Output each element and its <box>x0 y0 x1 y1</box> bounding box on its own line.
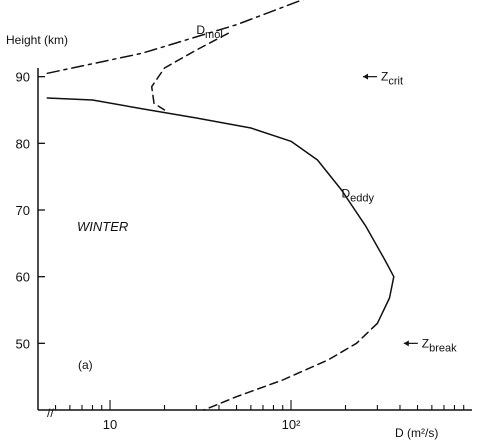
y-tick-label-70: 70 <box>16 203 30 218</box>
y-tick-label-90: 90 <box>16 70 30 85</box>
y-tick-label-80: 80 <box>16 136 30 151</box>
chart-annotations: Dmol Deddy Zcrit Zbreak <box>196 23 457 354</box>
series-deddy-extension <box>203 322 379 411</box>
x-axis-ticks: 10 10² <box>54 400 465 432</box>
series-deddy <box>46 97 395 325</box>
panel-label: (a) <box>78 358 93 372</box>
zcrit-arrow-head <box>363 73 369 80</box>
series-dmol-extension <box>150 32 229 111</box>
y-tick-label-50: 50 <box>16 336 30 351</box>
y-tick-label-60: 60 <box>16 270 30 285</box>
label-zcrit: Zcrit <box>381 70 403 88</box>
y-axis-title: Height (km) <box>6 33 68 47</box>
series-dmol <box>46 0 305 75</box>
x-tick-label-10: 10 <box>103 417 117 432</box>
x-tick-label-100: 10² <box>282 417 301 432</box>
y-axis-ticks: 50 60 70 80 90 <box>16 70 45 351</box>
label-dmol: Dmol <box>196 23 222 41</box>
season-label: WINTER <box>77 219 128 234</box>
axis-break-marker: // <box>47 406 54 420</box>
x-axis-title: D (m²/s) <box>395 426 438 440</box>
zbreak-arrow-head <box>403 340 409 347</box>
label-zbreak: Zbreak <box>422 336 457 354</box>
label-deddy: Deddy <box>341 186 374 204</box>
chart-series <box>46 0 395 411</box>
